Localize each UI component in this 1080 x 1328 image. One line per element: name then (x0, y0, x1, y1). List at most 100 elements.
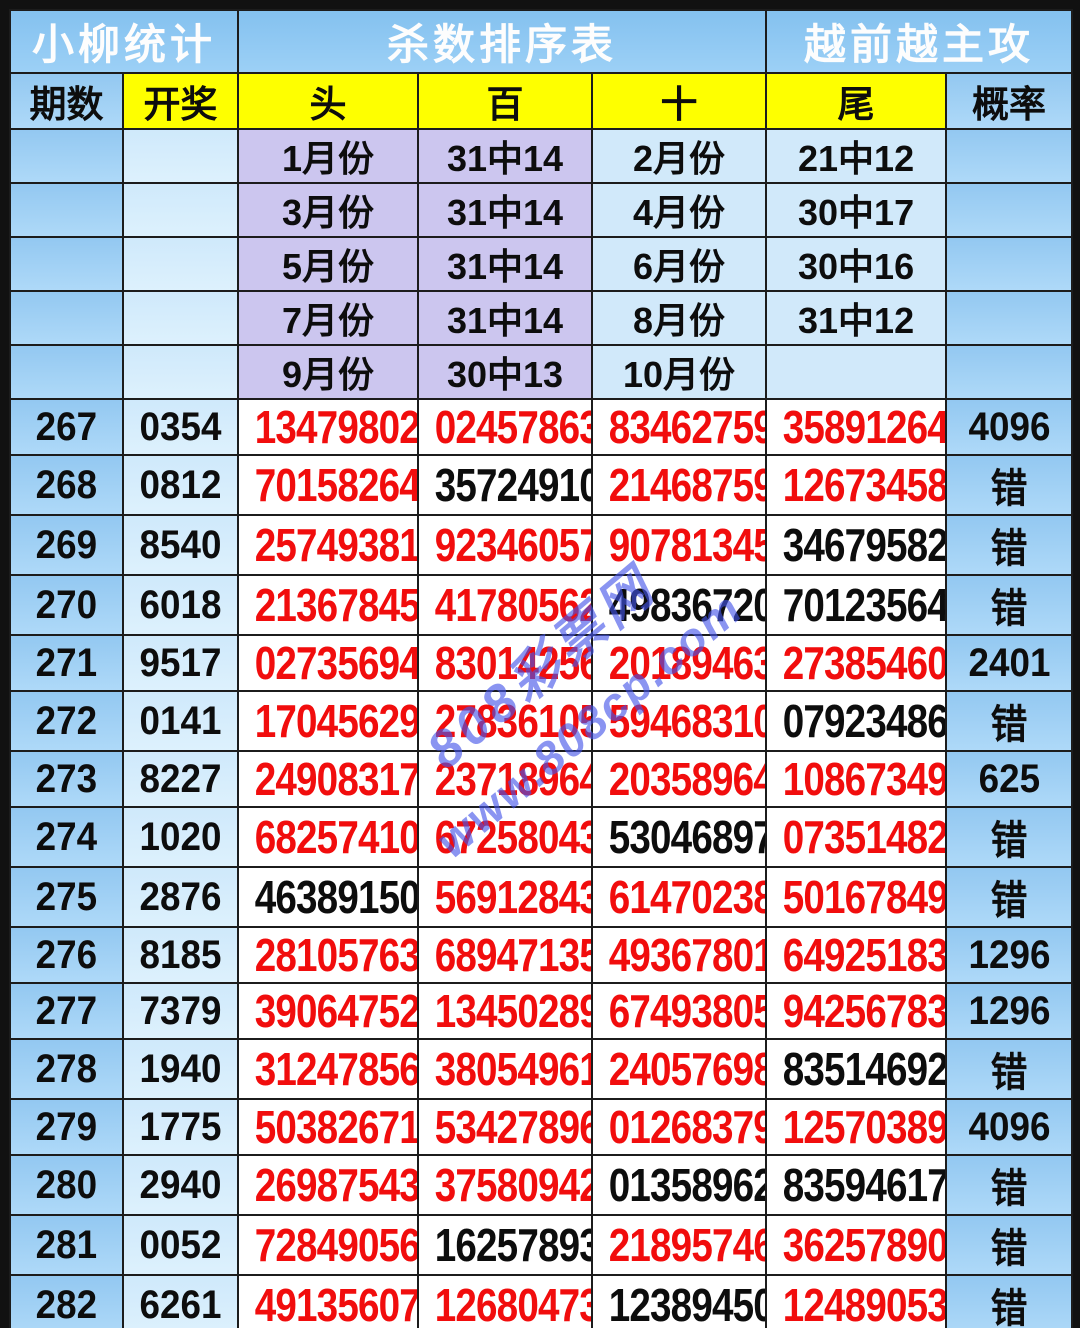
period-cell: 274 (9, 806, 124, 868)
kill-number-table: 小柳统计 杀数排序表 越前越主攻 期数 开奖 头 百 十 尾 概率 1月份 31中… (8, 9, 1074, 1328)
kill-number-cell-value: 13450289 (434, 985, 593, 1037)
kill-number-cell: 02457863 (417, 398, 594, 456)
kill-number-cell-value: 49836720 (608, 579, 767, 631)
data-row: 270 6018 21367845 41780562 49836720 70123564 错 (9, 574, 1074, 636)
probability-cell-value: 错 (990, 1051, 1028, 1095)
kill-number-cell: 94256783 (765, 982, 948, 1040)
month-label-cell: 3月份 (237, 182, 420, 238)
kill-number-cell: 10867349 (765, 750, 948, 808)
data-row: 279 1775 50382671 53427896 01268379 12570389 4… (9, 1098, 1074, 1156)
kill-number-cell-value: 21468759 (608, 459, 767, 511)
probability-cell-empty (945, 290, 1074, 346)
draw-cell: 1940 (121, 1038, 240, 1100)
probability-cell-value: 4096 (968, 1104, 1050, 1149)
period-cell: 271 (9, 634, 124, 692)
probability-cell: 错 (945, 574, 1074, 636)
period-cell-value: 280 (35, 1162, 98, 1207)
kill-number-cell-value: 17045629 (254, 695, 419, 747)
data-row: 281 0052 72849056 16257893 21895746 36257890 错 (9, 1214, 1074, 1276)
draw-cell-empty (121, 182, 240, 238)
data-row: 275 2876 46389150 56912843 61470238 50167849 错 (9, 866, 1074, 928)
probability-cell-value: 错 (990, 819, 1028, 863)
probability-cell-value: 2401 (968, 640, 1050, 685)
kill-number-cell: 70158264 (237, 454, 420, 516)
data-row: 268 0812 70158264 35724910 21468759 12673458 错 (9, 454, 1074, 516)
draw-cell-empty (121, 236, 240, 292)
kill-number-cell-value: 23718964 (434, 753, 593, 805)
kill-number-cell: 59468310 (591, 690, 768, 752)
kill-number-cell: 12389450 (591, 1274, 768, 1328)
draw-cell-value: 0141 (139, 698, 222, 743)
probability-cell: 错 (945, 514, 1074, 576)
kill-number-cell-value: 12489053 (782, 1279, 947, 1328)
probability-cell-value: 错 (990, 1287, 1028, 1328)
kill-number-cell: 13479802 (237, 398, 420, 456)
kill-number-cell-value: 01268379 (608, 1101, 767, 1153)
kill-number-cell: 83514692 (765, 1038, 948, 1100)
kill-number-cell-value: 02735694 (254, 637, 419, 689)
kill-number-cell-value: 13479802 (254, 401, 419, 453)
month-label-cell: 6月份 (591, 236, 768, 292)
draw-cell: 0354 (121, 398, 240, 456)
draw-cell-value: 0812 (139, 462, 222, 507)
kill-number-cell: 12673458 (765, 454, 948, 516)
kill-number-cell: 12489053 (765, 1274, 948, 1328)
kill-number-cell-value: 20189463 (608, 637, 767, 689)
data-row: 276 8185 28105763 68947135 49367801 64925183 1… (9, 926, 1074, 984)
title-right: 越前越主攻 (765, 9, 1074, 74)
draw-cell-value: 1775 (139, 1104, 222, 1149)
draw-cell-value: 9517 (139, 640, 222, 685)
probability-cell: 错 (945, 1274, 1074, 1328)
kill-number-cell: 38054961 (417, 1038, 594, 1100)
data-row: 269 8540 25749381 92346057 90781345 34679582 错 (9, 514, 1074, 576)
col-header-ten: 十 (591, 72, 768, 130)
month-stat-row: 7月份 31中14 8月份 31中12 (9, 290, 1074, 346)
kill-number-cell-value: 90781345 (608, 519, 767, 571)
period-cell-value: 278 (35, 1046, 98, 1091)
period-cell: 268 (9, 454, 124, 516)
month-stat-row: 9月份 30中13 10月份 (9, 344, 1074, 400)
title-left: 小柳统计 (8, 9, 240, 74)
kill-number-cell-value: 92346057 (434, 519, 593, 571)
col-header-draw: 开奖 (121, 72, 240, 130)
kill-number-cell-value: 37580942 (434, 1159, 593, 1211)
draw-cell-value: 7379 (139, 988, 222, 1033)
data-row: 278 1940 31247856 38054961 24057698 83514692 错 (9, 1038, 1074, 1100)
probability-cell: 错 (945, 454, 1074, 516)
kill-number-cell-value: 27836105 (434, 695, 593, 747)
draw-cell: 8227 (121, 750, 240, 808)
probability-cell: 错 (945, 806, 1074, 868)
probability-cell-empty (945, 128, 1074, 184)
data-row: 282 6261 49135607 12680473 12389450 12489053 错 (9, 1274, 1074, 1328)
month-score-cell: 31中12 (765, 290, 948, 346)
probability-cell-value: 错 (990, 1167, 1028, 1211)
period-cell-value: 277 (35, 988, 98, 1033)
kill-number-cell: 21468759 (591, 454, 768, 516)
kill-number-cell: 53046897 (591, 806, 768, 868)
kill-number-cell: 39064752 (237, 982, 420, 1040)
kill-number-cell: 21895746 (591, 1214, 768, 1276)
kill-number-cell: 92346057 (417, 514, 594, 576)
kill-number-cell-value: 21895746 (608, 1219, 767, 1271)
kill-number-cell: 67493805 (591, 982, 768, 1040)
title-row: 小柳统计 杀数排序表 越前越主攻 (8, 9, 1074, 74)
period-cell-empty (9, 236, 124, 292)
data-row: 271 9517 02735694 83014256 20189463 27385460 2… (9, 634, 1074, 692)
draw-cell: 0812 (121, 454, 240, 516)
kill-number-cell: 01358962 (591, 1154, 768, 1216)
kill-number-cell: 83594617 (765, 1154, 948, 1216)
period-cell-value: 269 (35, 522, 98, 567)
kill-number-cell: 12680473 (417, 1274, 594, 1328)
kill-number-cell-value: 49135607 (254, 1279, 419, 1328)
kill-number-cell-value: 68257410 (254, 811, 419, 863)
kill-number-cell-value: 12389450 (608, 1279, 767, 1328)
probability-cell-value: 1296 (968, 988, 1050, 1033)
kill-number-cell-value: 36257890 (782, 1219, 947, 1271)
period-cell: 267 (9, 398, 124, 456)
draw-cell: 2876 (121, 866, 240, 928)
kill-number-cell-value: 24908317 (254, 753, 419, 805)
kill-number-cell-value: 01358962 (608, 1159, 767, 1211)
kill-number-cell-value: 64925183 (782, 929, 947, 981)
month-label-cell: 9月份 (237, 344, 420, 400)
probability-cell: 1296 (945, 926, 1074, 984)
